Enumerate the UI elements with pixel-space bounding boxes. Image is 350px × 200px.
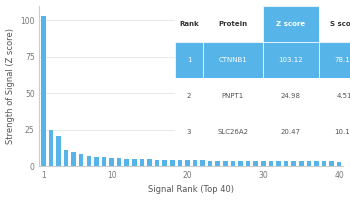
Bar: [276, 161, 281, 166]
Bar: [155, 160, 159, 166]
Bar: [223, 161, 228, 166]
Bar: [284, 161, 288, 166]
Text: Protein: Protein: [218, 21, 247, 27]
Bar: [125, 159, 129, 166]
Text: 3: 3: [187, 129, 191, 135]
Text: SLC26A2: SLC26A2: [217, 129, 248, 135]
Text: S score: S score: [330, 21, 350, 27]
Text: CTNNB1: CTNNB1: [218, 57, 247, 63]
Bar: [49, 130, 53, 166]
Text: 24.98: 24.98: [280, 93, 301, 99]
Bar: [64, 150, 68, 166]
Bar: [231, 161, 235, 166]
Bar: [337, 162, 342, 166]
Bar: [246, 161, 250, 166]
Bar: [94, 157, 99, 166]
Text: 1: 1: [187, 57, 191, 63]
Bar: [216, 161, 220, 166]
Bar: [268, 161, 273, 166]
Y-axis label: Strength of Signal (Z score): Strength of Signal (Z score): [6, 28, 15, 144]
Bar: [117, 158, 121, 166]
Bar: [162, 160, 167, 166]
Bar: [147, 159, 152, 166]
Text: 20.47: 20.47: [280, 129, 301, 135]
Bar: [253, 161, 258, 166]
Bar: [314, 161, 319, 166]
Bar: [322, 161, 326, 166]
Bar: [238, 161, 243, 166]
Bar: [177, 160, 182, 166]
Bar: [71, 152, 76, 166]
Bar: [41, 16, 46, 166]
Bar: [307, 161, 311, 166]
Bar: [185, 160, 190, 166]
Bar: [193, 160, 197, 166]
Text: PNPT1: PNPT1: [222, 93, 244, 99]
Bar: [329, 161, 334, 166]
Text: 10.15: 10.15: [335, 129, 350, 135]
Text: 2: 2: [187, 93, 191, 99]
Bar: [170, 160, 175, 166]
X-axis label: Signal Rank (Top 40): Signal Rank (Top 40): [148, 185, 234, 194]
Text: Z score: Z score: [276, 21, 305, 27]
Bar: [200, 160, 205, 166]
Text: 78.14: 78.14: [335, 57, 350, 63]
Bar: [299, 161, 303, 166]
Bar: [261, 161, 266, 166]
Bar: [208, 161, 212, 166]
Bar: [86, 156, 91, 166]
Bar: [56, 136, 61, 166]
Bar: [102, 157, 106, 166]
Bar: [291, 161, 296, 166]
Bar: [140, 159, 144, 166]
Bar: [109, 158, 114, 166]
Bar: [79, 154, 84, 166]
Text: 4.51: 4.51: [337, 93, 350, 99]
Text: 103.12: 103.12: [278, 57, 303, 63]
Bar: [132, 159, 136, 166]
Text: Rank: Rank: [179, 21, 199, 27]
